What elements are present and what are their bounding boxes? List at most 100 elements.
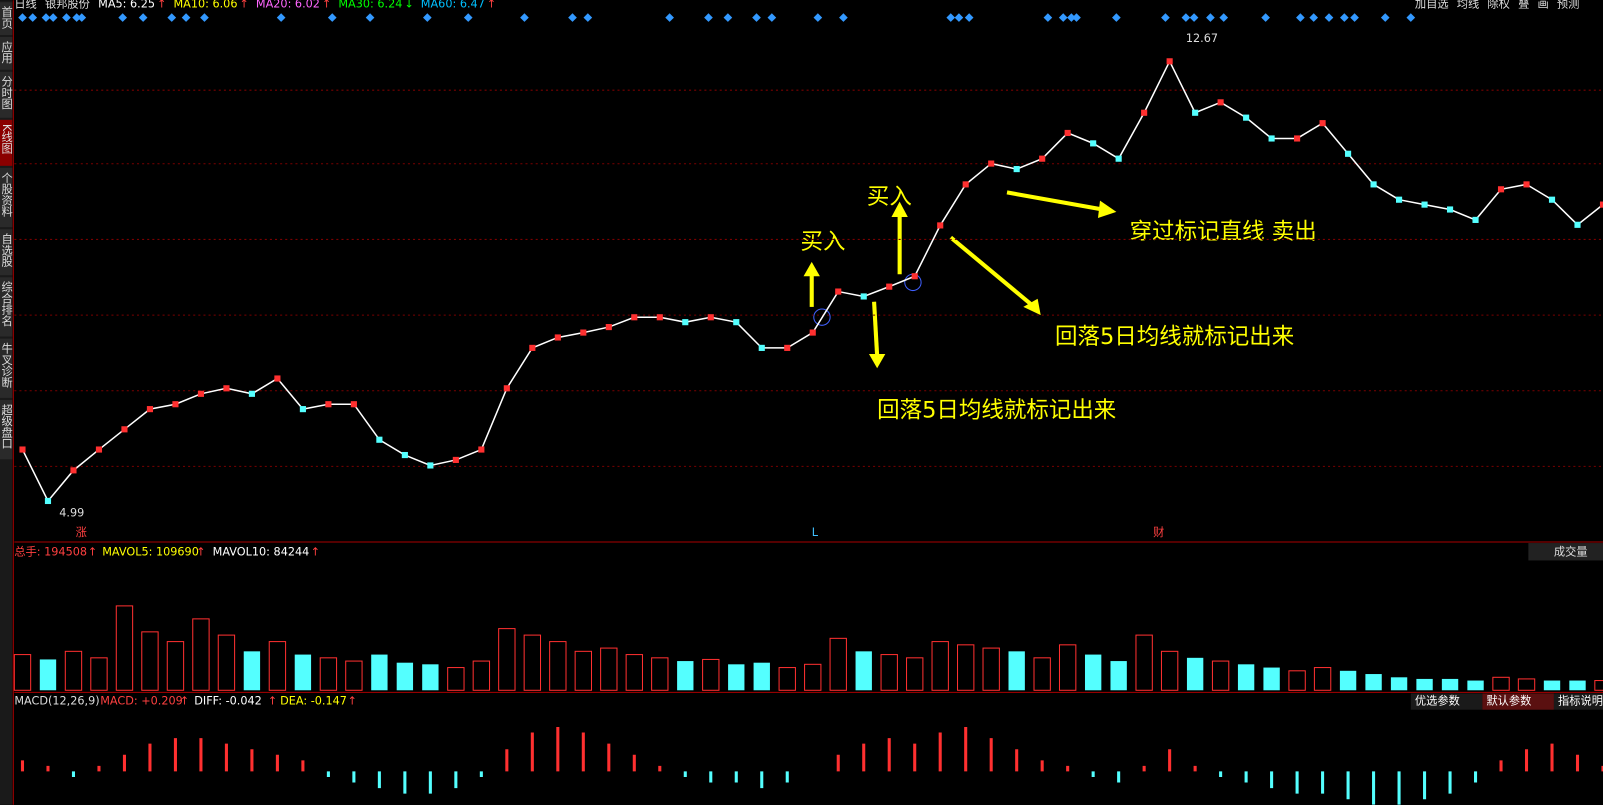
param-button[interactable]: 默认参数 [1486,694,1531,708]
param-button-bg[interactable] [1410,693,1483,710]
volume-bar [702,658,720,691]
close-point [401,451,408,459]
signal-diamond [568,13,577,22]
close-point [248,390,255,397]
signal-diamond [1324,13,1334,22]
sidebar-tab[interactable]: 个股资料 [0,172,13,218]
param-button-bg[interactable] [1553,693,1603,710]
volume-bar [39,659,57,691]
volume-bar [141,631,159,691]
close-point [733,319,740,326]
sidebar-tab[interactable]: 超级盘口 [0,403,13,449]
close-point [1294,135,1301,142]
sidebar-tab-bg[interactable] [0,338,13,398]
close-point [172,401,179,408]
volume-bar [422,664,439,691]
signal-diamond [520,13,529,22]
volume-bar [1416,678,1433,691]
sidebar-tab[interactable]: K线图 [0,124,13,154]
toolbar-button[interactable]: 均线 [1457,0,1479,10]
close-point [784,344,791,351]
volume-bar [549,641,567,691]
signal-diamond [1043,13,1053,22]
sidebar-tab[interactable]: 综合排名 [0,280,13,326]
volume-bar [1237,664,1255,691]
toolbar-button[interactable]: 加自选 [1415,0,1449,10]
volume-bar [1390,677,1408,691]
volume-bar [728,664,745,691]
volume-bar [294,654,312,691]
signal-diamond [1161,13,1170,22]
close-point [529,344,536,351]
close-point [350,401,357,408]
close-point [1599,201,1603,208]
arrow: ↑ [311,545,320,558]
signal-diamond [18,13,27,22]
signal-diamond [1350,13,1359,22]
ma-arrow: ↑ [157,0,166,10]
param-button-bg[interactable] [1482,693,1554,710]
close-point [121,426,128,433]
param-button[interactable]: 优选参数 [1415,694,1460,708]
close-point [911,273,918,280]
close-point [1395,196,1403,203]
volume-tab[interactable]: 成交量 [1554,544,1588,558]
signal-diamond [1406,13,1416,22]
sidebar-tab[interactable]: 牛叉诊断 [0,342,13,389]
volume-bar [1263,667,1280,691]
volume-bar [523,634,542,691]
sidebar-tab-bg[interactable] [0,2,13,35]
sidebar-tab-bg[interactable] [0,229,13,276]
close-point [478,446,485,453]
volume-bar [13,654,32,691]
signal-diamond [1380,13,1390,22]
close-point [937,222,944,229]
signal-diamond [704,13,713,22]
diff-value: DIFF: -0.042 [194,695,262,708]
volume-bar [1492,676,1510,691]
sidebar-tab-bg[interactable] [0,277,13,337]
ma-arrow: ↓ [404,0,413,10]
annotation: 买入 [867,184,912,210]
sidebar-tab[interactable]: 分时图 [0,76,13,110]
ma-label: MA10: 6.06 [173,0,237,10]
close-point [19,446,26,453]
close-point [1345,150,1352,157]
sidebar-tab-bg[interactable] [0,37,13,70]
sidebar-tab-bg[interactable] [0,71,13,118]
volume-bar [268,641,287,691]
toolbar-button[interactable]: 叠 [1518,0,1529,10]
sidebar-tab[interactable]: 应用 [0,40,13,64]
signal-diamond [583,13,593,22]
toolbar-button[interactable]: 画 [1537,0,1548,10]
sidebar-tab-bg[interactable] [0,119,13,166]
close-point [962,181,969,188]
sidebar-tab-bg[interactable] [0,167,13,228]
sidebar-tab[interactable]: 首页 [0,5,13,29]
sidebar-tab-bg[interactable] [0,399,13,460]
annotation: 回落5日均线就标记出来 [1055,324,1294,350]
toolbar-button[interactable]: 除权 [1487,0,1509,10]
volume-bar [804,663,822,691]
toolbar-button[interactable]: 预测 [1557,0,1579,10]
volume-bar [166,641,185,691]
sidebar-tab[interactable]: 自选股 [0,233,13,267]
param-button[interactable]: 指标说明 [1558,694,1603,708]
volume-bar [1569,680,1586,691]
ma-label: MA30: 6.24 [338,0,402,10]
volume-bar [115,605,134,691]
close-point [95,446,103,453]
annotation-arrows [803,190,1117,369]
volume-bar [345,660,363,691]
volume-bar [1008,651,1025,691]
signal-diamond [813,13,823,22]
tab-bg[interactable] [1528,543,1603,561]
volume-bar [880,654,898,691]
signal-diamond [1181,13,1191,22]
close-point [707,314,714,321]
volume-bar [472,660,491,691]
close-point [758,344,765,351]
close-point [682,319,689,326]
marker: 财 [1153,525,1164,539]
